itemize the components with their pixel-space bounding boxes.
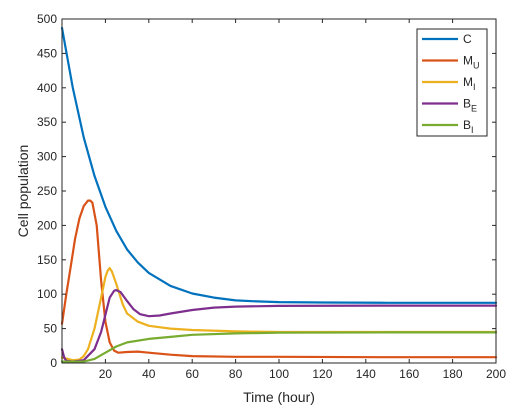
y-tick-label: 500 <box>37 12 57 26</box>
series-group <box>60 26 498 363</box>
y-tick-label: 150 <box>37 253 57 267</box>
legend-label: MU <box>463 54 480 71</box>
y-tick-label: 100 <box>37 287 57 301</box>
y-tick-label: 200 <box>37 218 57 232</box>
series-line-4 <box>60 331 498 363</box>
x-axis-title: Time (hour) <box>243 389 315 405</box>
x-tick-label: 40 <box>142 367 156 381</box>
x-axis: 20 40 60 80 100 120 140 160 180 200 <box>99 19 506 381</box>
x-tick-label: 140 <box>356 367 376 381</box>
y-tick-label: 300 <box>37 150 57 164</box>
x-tick-label: 60 <box>186 367 200 381</box>
series-line-3 <box>60 289 498 363</box>
legend-items: C MU MI BE BI <box>422 32 480 135</box>
x-tick-label: 160 <box>399 367 419 381</box>
series-line-1 <box>60 199 498 359</box>
y-axis: 0 50 100 150 200 250 300 350 400 450 500 <box>37 12 496 370</box>
legend-label: MI <box>463 75 476 92</box>
legend-label: C <box>463 32 472 46</box>
x-tick-label: 80 <box>229 367 243 381</box>
legend-label: BE <box>463 97 477 114</box>
y-tick-label: 350 <box>37 115 57 129</box>
y-tick-label: 250 <box>37 184 57 198</box>
x-tick-label: 200 <box>486 367 506 381</box>
x-tick-label: 100 <box>269 367 289 381</box>
y-tick-label: 50 <box>44 322 58 336</box>
x-tick-label: 120 <box>312 367 332 381</box>
series-line-2 <box>60 267 498 362</box>
y-tick-label: 450 <box>37 46 57 60</box>
series-line-0 <box>60 26 498 304</box>
y-tick-label: 0 <box>50 356 57 370</box>
legend-label: BI <box>463 118 474 135</box>
y-axis-title: Cell population <box>15 145 31 238</box>
x-tick-label: 180 <box>443 367 463 381</box>
legend: C MU MI BE BI <box>416 28 488 137</box>
x-tick-label: 20 <box>99 367 113 381</box>
y-tick-label: 400 <box>37 81 57 95</box>
